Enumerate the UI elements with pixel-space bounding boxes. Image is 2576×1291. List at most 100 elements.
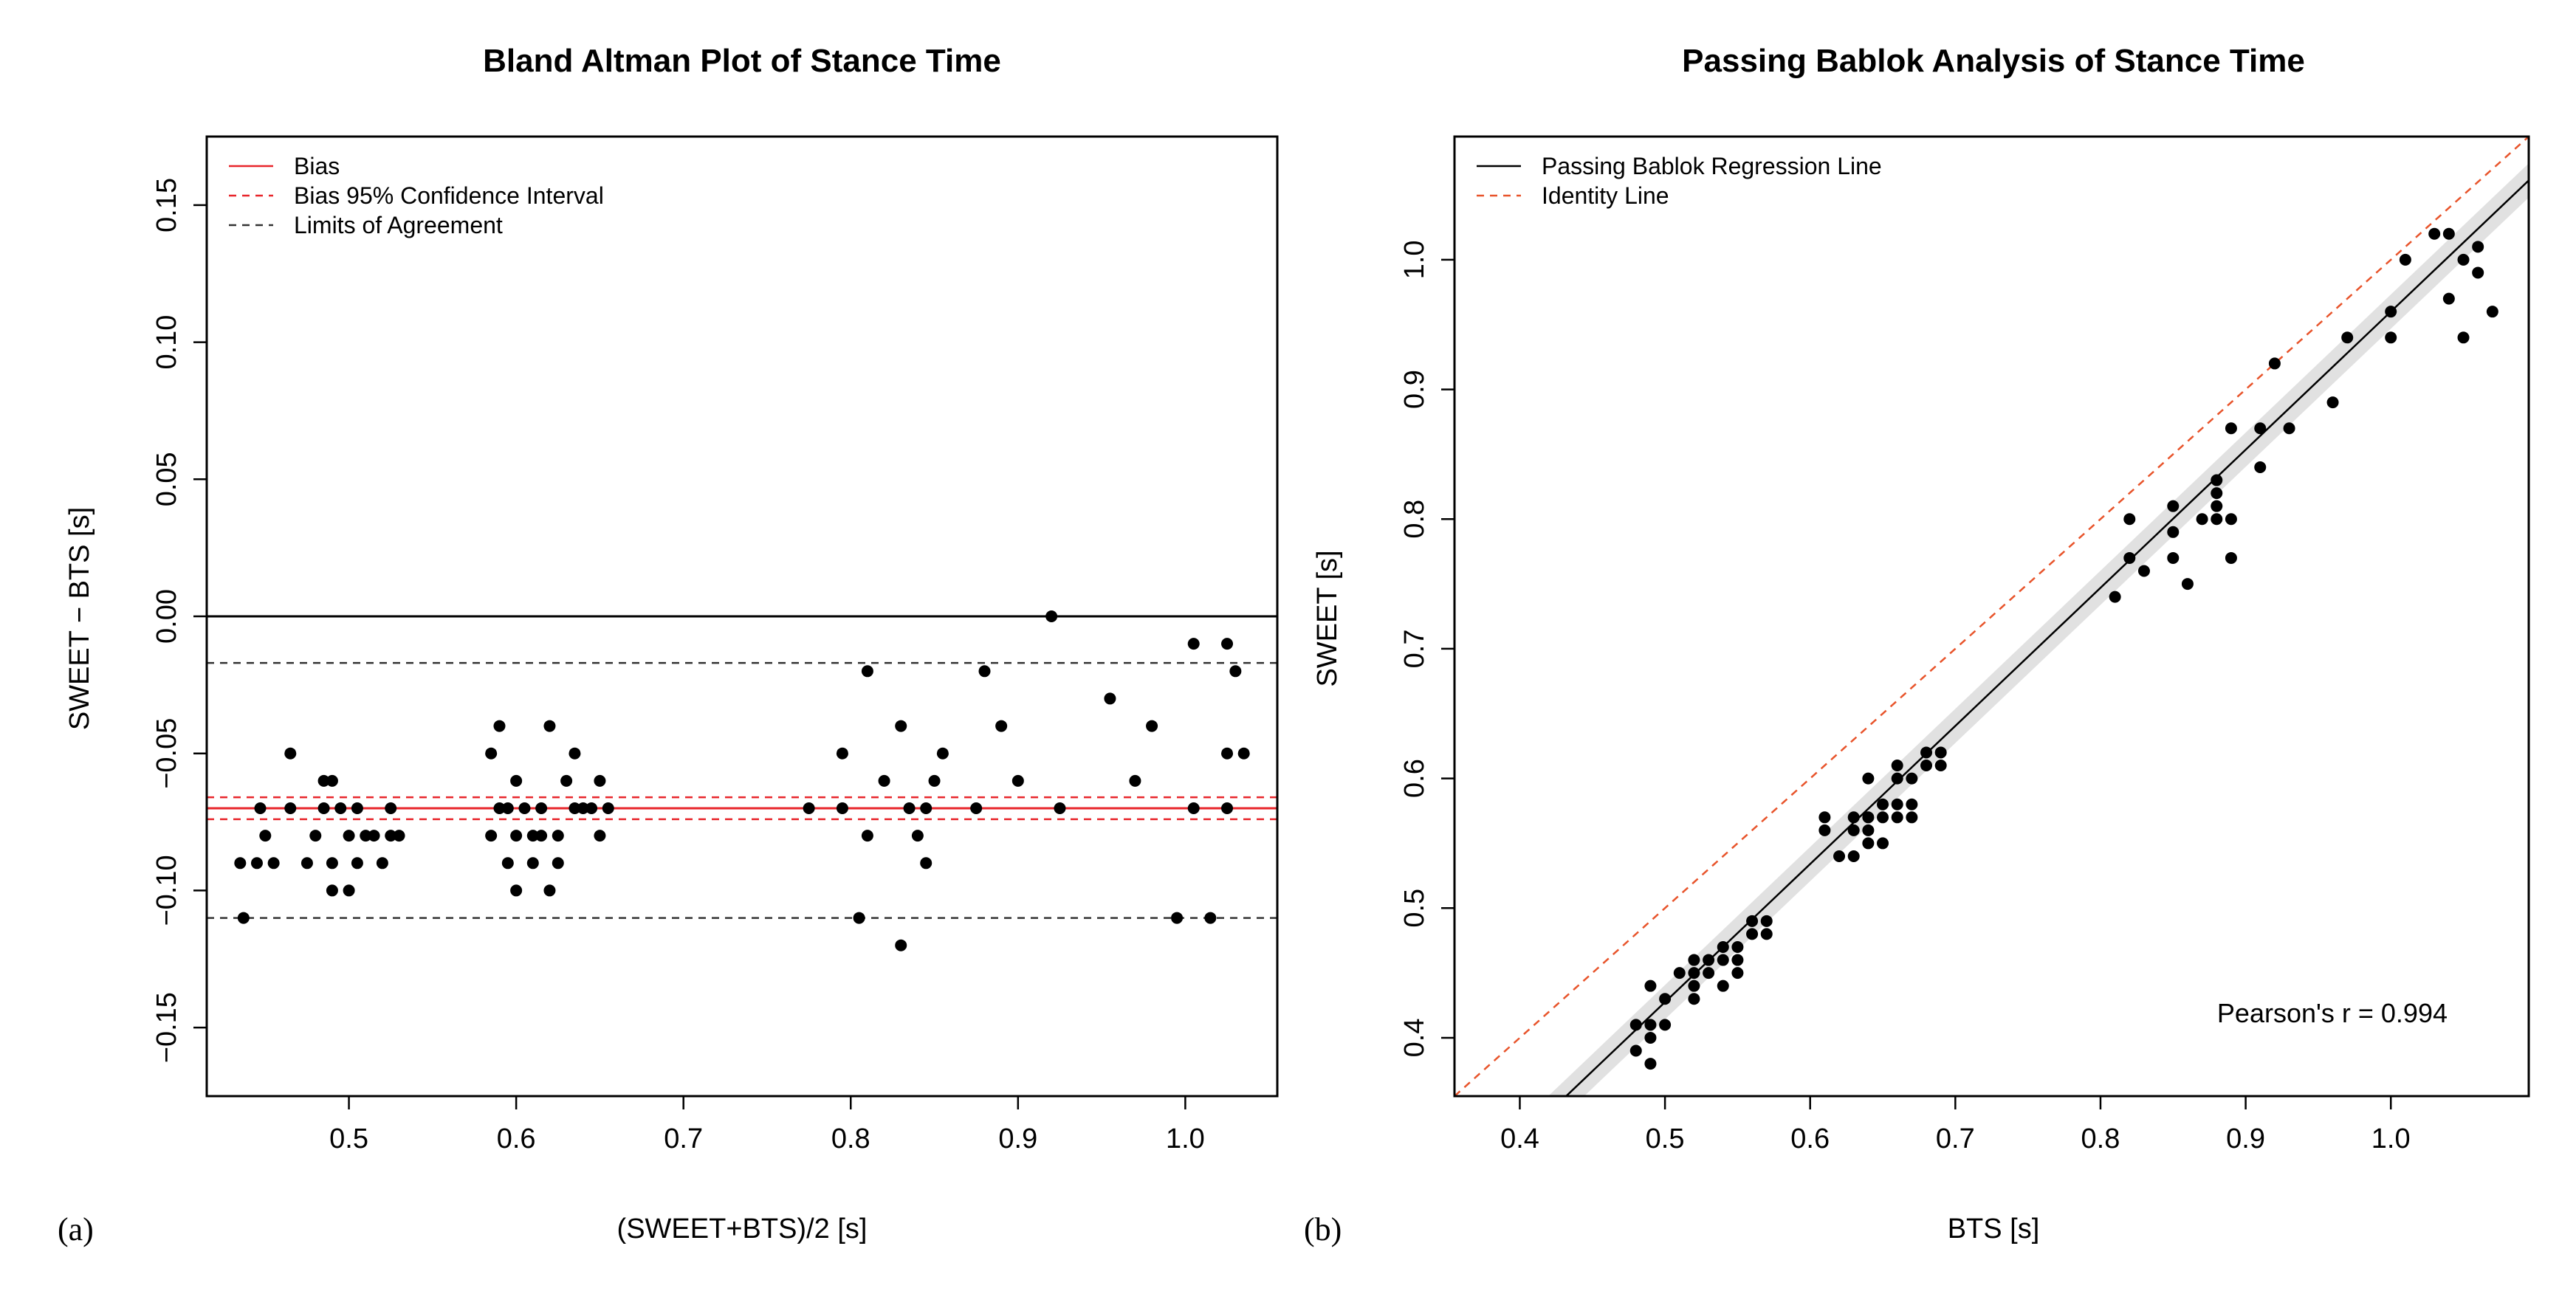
data-point [1688, 954, 1700, 966]
data-point [543, 720, 556, 732]
data-point [1104, 692, 1116, 705]
data-point [928, 774, 941, 787]
data-point [2457, 253, 2470, 266]
x-tick-label: 1.0 [1166, 1123, 1205, 1154]
data-point [2225, 551, 2237, 564]
data-point [861, 830, 873, 842]
y-tick-label: 0.05 [151, 452, 182, 506]
legend-label: Identity Line [1542, 182, 1669, 209]
data-point [920, 802, 932, 814]
data-point [560, 774, 573, 787]
data-point [234, 857, 247, 870]
data-point [911, 830, 924, 842]
data-point [861, 665, 873, 678]
data-point [1629, 1044, 1642, 1057]
bland-altman-y-label: SWEET − BTS [s] [64, 507, 95, 730]
passing-bablok-plot-area: 0.4 0.5 0.6 0.7 0.8 0.9 1.0 0.4 0.5 0.6 0.7 0.8 0.9 1… [1399, 135, 2530, 1154]
data-point [1891, 760, 1903, 772]
data-point [585, 802, 598, 814]
legend-label: Bias 95% Confidence Interval [294, 182, 604, 209]
data-point [1659, 993, 1672, 1005]
data-point [2167, 551, 2180, 564]
data-point [535, 830, 548, 842]
data-point [995, 720, 1008, 732]
data-point [1629, 1019, 1642, 1031]
data-point [2472, 266, 2484, 279]
data-point [594, 830, 606, 842]
data-point [1703, 954, 1715, 966]
data-point [2326, 396, 2339, 409]
data-point [903, 802, 916, 814]
data-point [493, 802, 506, 814]
data-point [535, 802, 548, 814]
data-point [2442, 292, 2455, 305]
data-point [2211, 487, 2223, 500]
data-point [543, 884, 556, 897]
data-point [552, 830, 564, 842]
data-point [254, 802, 267, 814]
data-point [259, 830, 272, 842]
data-point [1717, 954, 1729, 966]
data-point [250, 857, 263, 870]
data-point [594, 774, 606, 787]
data-point [1746, 928, 1759, 940]
data-point [1644, 1031, 1657, 1044]
data-point [2254, 422, 2267, 435]
x-tick-label: 0.6 [497, 1123, 536, 1154]
data-point [485, 830, 498, 842]
passing-bablok-title: Passing Bablok Analysis of Stance Time [1682, 43, 2305, 79]
panel-a-tag: (a) [58, 1211, 94, 1247]
data-point [1818, 824, 1831, 836]
data-point [351, 802, 363, 814]
data-point [360, 830, 372, 842]
data-point [1862, 772, 1875, 785]
data-point [2123, 551, 2136, 564]
data-point [501, 802, 514, 814]
data-point [351, 857, 363, 870]
data-point [2428, 227, 2441, 240]
data-point [267, 857, 280, 870]
data-point [2268, 357, 2281, 370]
y-tick-label: 0.00 [151, 589, 182, 644]
legend-label: Limits of Agreement [294, 212, 503, 238]
data-point [284, 747, 297, 760]
bland-altman-lines [207, 615, 1277, 919]
data-point [2472, 241, 2484, 253]
data-point [1877, 837, 1889, 850]
data-point [569, 747, 581, 760]
x-tick-label: 0.9 [2226, 1123, 2265, 1154]
y-tick-label: 0.15 [151, 178, 182, 233]
data-point [2341, 331, 2354, 344]
data-point [1045, 610, 1058, 622]
data-point [602, 802, 614, 814]
data-point [2211, 500, 2223, 512]
x-tick-label: 0.5 [1646, 1123, 1685, 1154]
y-tick-label: 0.10 [151, 315, 182, 370]
data-point [1204, 912, 1217, 924]
data-point [1934, 760, 1947, 772]
passing-bablok-lines [1454, 137, 2529, 1096]
data-point [1731, 967, 1744, 980]
data-point [2442, 227, 2455, 240]
panel-b-tag: (b) [1304, 1211, 1342, 1247]
data-point [385, 802, 397, 814]
x-tick-label: 0.4 [1500, 1123, 1539, 1154]
legend-label: Bias [294, 153, 340, 179]
data-point [1187, 802, 1200, 814]
data-point [2486, 306, 2498, 318]
y-tick-label: 0.6 [1399, 759, 1430, 798]
pearson-annotation: Pearson's r = 0.994 [2217, 998, 2448, 1028]
data-point [1906, 772, 1918, 785]
data-point [1011, 774, 1024, 787]
data-point [1862, 824, 1875, 836]
bland-altman-panel: Bland Altman Plot of Stance Time 0.5 0.6 0… [58, 43, 1279, 1247]
x-tick-label: 1.0 [2371, 1123, 2411, 1154]
y-tick-label: 1.0 [1399, 240, 1430, 279]
data-point [326, 774, 338, 787]
data-point [376, 857, 388, 870]
data-point [1659, 1019, 1672, 1031]
data-point [1891, 798, 1903, 810]
data-point [2167, 526, 2180, 538]
data-point [803, 802, 815, 814]
data-point [1688, 993, 1700, 1005]
